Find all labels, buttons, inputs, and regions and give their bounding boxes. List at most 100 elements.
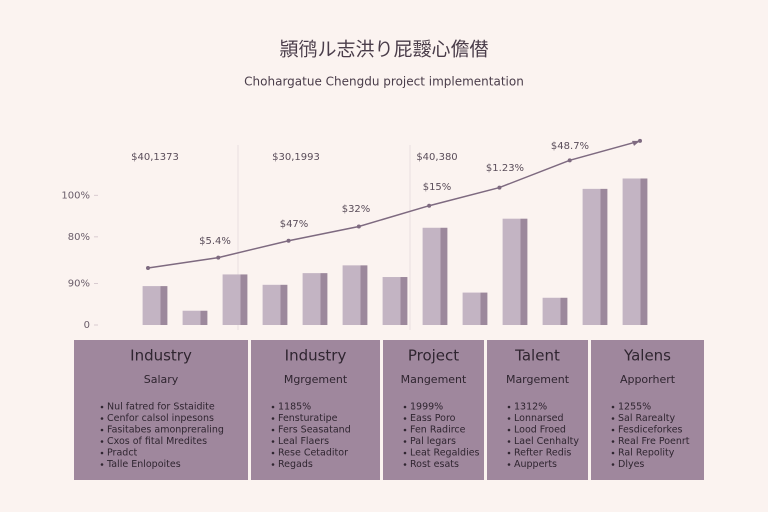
panel-subtitle: Mgrgement [284,373,348,386]
panel-bullet: Talle Enlopoites [106,459,181,470]
bar-side [560,297,568,325]
bar [262,284,281,325]
panel-bullet: Aupperts [514,459,557,470]
bullet-dot [611,440,615,443]
annotation: $1.23% [486,163,524,174]
bar-side [280,284,288,325]
panel [487,340,588,480]
bullet-dot [611,451,615,455]
bullet-dot [403,463,407,466]
bullet-dot [271,440,275,443]
bullet-dot [507,440,511,443]
panel-bullet: Pal legars [410,436,456,447]
bar-side [480,292,488,325]
bar-side [160,286,168,325]
bar [342,265,361,325]
bar-side [320,273,328,325]
panel-title: Project [408,347,459,365]
bullet-dot [100,428,104,432]
panel-bullet: Cxos of fital Mredites [107,436,207,447]
bullet-dot [507,417,511,420]
bullet-dot [507,463,511,466]
panel-bullet: Fasitabes amonpreraling [107,425,224,436]
panel-bullet: Sal Rarealty [618,413,675,424]
bullet-dot [403,417,407,420]
annotation: $32% [342,204,371,215]
chart-title: 頴鸻ル志洪り屁靉心儋僣 [279,39,488,61]
annotation: $47% [280,219,309,230]
bullet-dot [271,463,275,466]
panel-bullet: Pradct [107,448,138,459]
y-tick-label: 0 [84,320,90,331]
bar [462,292,481,325]
annotation: $40,380 [416,152,457,163]
panel [591,340,704,480]
annotation: $15% [423,182,452,193]
bar [222,274,241,325]
panel-bullet: 1312% [514,402,547,413]
panel-subtitle: Mangement [401,373,467,386]
panel-bullet: Leal Flaers [278,436,329,447]
bullet-dot [611,417,615,420]
bar-side [200,310,208,325]
panel-bullet: Dlyes [618,459,644,470]
bar [502,218,521,325]
y-tick-label: 100% [61,190,90,201]
bullet-dot [507,405,511,409]
bar [542,297,561,325]
panel-bullet: Regads [278,459,313,470]
panel-title: Talent [514,347,560,365]
panel-subtitle: Margement [506,373,570,386]
bullet-dot [507,451,511,455]
chart-subtitle: Chohargatue Chengdu project implementati… [244,75,524,89]
bar [582,188,601,325]
bullet-dot [100,451,104,455]
bullet-dot [271,405,275,409]
bullet-dot [100,405,104,409]
bullet-dot [403,451,407,455]
bar [142,286,161,325]
bar-side [240,274,248,325]
bullet-dot [100,417,104,420]
trend-point [146,265,150,270]
bullet-dot [611,463,615,466]
panel-bullet: Lonnarsed [514,413,564,424]
panel-bullet: 1999% [410,402,443,413]
bullet-dot [271,417,275,420]
annotation: $40,1373 [131,152,179,163]
bullet-dot [403,440,407,443]
trend-point [427,203,432,208]
panel-subtitle: Salary [144,373,179,386]
panel-bullet: Fesdiceforkes [618,425,683,436]
panel-bullet: Fen Radirce [410,425,466,436]
y-tick-label: 80% [68,232,90,243]
annotation: $30,1993 [272,152,320,163]
panel-bullet: Leat Regaldies [410,448,480,459]
bullet-dot [100,463,104,466]
panel-bullet: Cenfor calsol inpesons [107,413,214,424]
panel-title: Industry [130,347,192,365]
bullet-dot [611,428,615,432]
panel-bullet: Refter Redis [514,448,571,459]
bullet-dot [507,428,511,432]
panel [74,340,248,480]
panel-title: Industry [285,347,347,365]
bar [622,178,641,325]
panel-bullet: Nul fatred for Sstaidite [107,402,215,413]
panel-bullet: Rost esats [410,459,459,470]
y-tick-label: 90% [68,279,90,290]
arrow-head [632,140,640,146]
panel-bullet: Eass Poro [410,413,456,424]
panel-bullet: Fensturatipe [278,413,338,424]
panel-bullet: Ral Repolity [618,448,675,459]
panel-subtitle: Apporhert [620,373,676,386]
trend-point [497,185,502,190]
bullet-dot [403,428,407,432]
bar-side [440,227,448,325]
panel-bullet: Lood Froed [514,425,566,436]
bullet-dot [271,428,275,432]
panel-bullet: Fers Seasatand [278,425,351,436]
bar-side [640,178,648,325]
bar [302,273,321,325]
